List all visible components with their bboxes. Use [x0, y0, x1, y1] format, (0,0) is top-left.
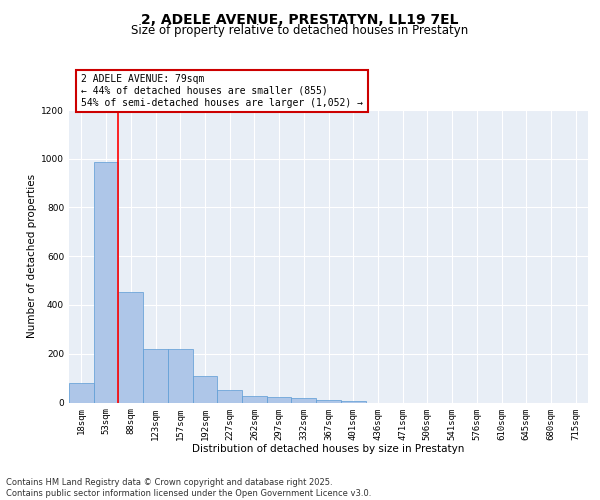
Text: Size of property relative to detached houses in Prestatyn: Size of property relative to detached ho…	[131, 24, 469, 37]
Text: 2 ADELE AVENUE: 79sqm
← 44% of detached houses are smaller (855)
54% of semi-det: 2 ADELE AVENUE: 79sqm ← 44% of detached …	[82, 74, 364, 108]
X-axis label: Distribution of detached houses by size in Prestatyn: Distribution of detached houses by size …	[193, 444, 464, 454]
Bar	[316, 400, 341, 402]
Bar	[267, 397, 292, 402]
Bar	[143, 349, 168, 403]
Bar	[242, 396, 267, 402]
Y-axis label: Number of detached properties: Number of detached properties	[27, 174, 37, 338]
Bar	[168, 349, 193, 403]
Text: Contains HM Land Registry data © Crown copyright and database right 2025.
Contai: Contains HM Land Registry data © Crown c…	[6, 478, 371, 498]
Bar	[118, 292, 143, 403]
Bar	[69, 383, 94, 402]
Bar	[193, 376, 217, 402]
Bar	[217, 390, 242, 402]
Text: 2, ADELE AVENUE, PRESTATYN, LL19 7EL: 2, ADELE AVENUE, PRESTATYN, LL19 7EL	[141, 12, 459, 26]
Bar	[292, 398, 316, 402]
Bar	[94, 162, 118, 402]
